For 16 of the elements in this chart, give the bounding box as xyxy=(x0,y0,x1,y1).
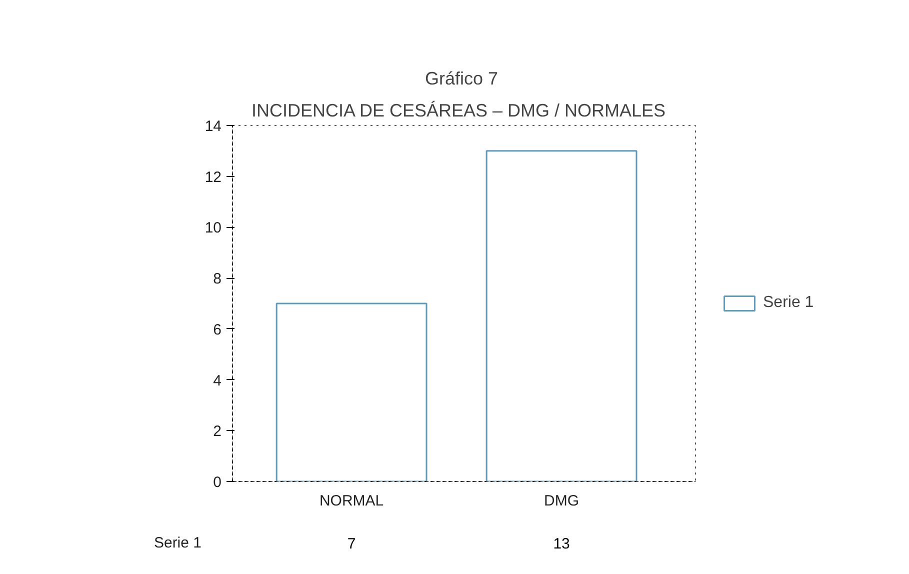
legend-label: Serie 1 xyxy=(763,294,814,312)
y-tick-label: 8 xyxy=(213,270,222,288)
y-tick-label: 14 xyxy=(204,118,222,135)
x-tick-label: NORMAL xyxy=(319,492,384,510)
x-tick-label: DMG xyxy=(544,492,580,510)
chart-title: Gráfico 7 xyxy=(424,68,498,88)
chart-subtitle: INCIDENCIA DE CESÁREAS – DMG / NORMALES xyxy=(251,100,666,120)
y-tick-label: 6 xyxy=(213,321,222,338)
y-tick-label: 12 xyxy=(204,168,222,186)
y-tick-label: 0 xyxy=(213,474,222,491)
data-label: 13 xyxy=(553,536,570,552)
y-tick-label: 2 xyxy=(213,423,222,440)
data-label: 7 xyxy=(347,536,356,552)
y-tick-label: 10 xyxy=(204,220,222,237)
text: Serie 1 xyxy=(154,534,202,552)
y-tick-label: 4 xyxy=(213,372,222,390)
